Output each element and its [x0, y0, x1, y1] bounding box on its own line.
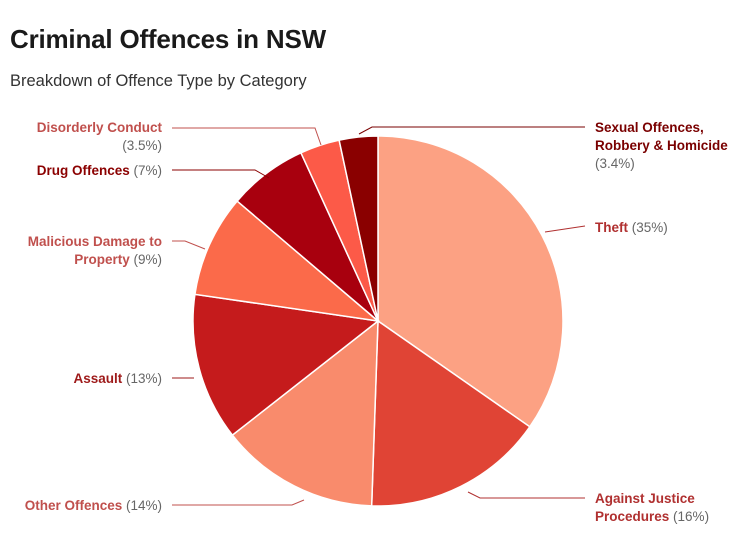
slice-label: Malicious Damage to Property (9%) — [28, 234, 162, 267]
leader-line — [467, 491, 585, 499]
slice-percent: (3.5%) — [122, 138, 162, 153]
leader-line — [172, 169, 270, 179]
chart-subtitle: Breakdown of Offence Type by Category — [10, 72, 307, 90]
slice-name: Malicious Damage to — [28, 234, 162, 249]
slice-name: Drug Offences — [37, 163, 130, 178]
slice-label: Against Justice Procedures (16%) — [595, 491, 709, 524]
slice-name: Property — [74, 252, 130, 267]
slice-label: Disorderly Conduct (3.5%) — [37, 120, 163, 153]
leader-line — [172, 127, 322, 146]
slice-percent: (35%) — [628, 220, 668, 235]
pie-slice-sexual-offences-robbery-homicide — [338, 135, 379, 322]
slice-percent: (7%) — [130, 163, 162, 178]
leader-lines — [172, 126, 586, 506]
pie-slice-against-justice-procedures — [370, 319, 531, 507]
slice-percent: (16%) — [669, 509, 709, 524]
pie-slice-assault — [192, 293, 380, 437]
slice-labels: Theft (35%) Against Justice Procedures (16… — [25, 120, 729, 524]
slice-name: Robbery & Homicide — [595, 138, 728, 153]
slice-name: Assault — [73, 371, 122, 386]
leader-line — [172, 240, 206, 250]
slice-label: Theft (35%) — [595, 220, 668, 235]
slice-label: Other Offences (14%) — [25, 498, 162, 513]
slice-percent: (14%) — [122, 498, 162, 513]
slice-label: Drug Offences (7%) — [37, 163, 162, 178]
slice-name: Other Offences — [25, 498, 123, 513]
slice-name: Against Justice — [595, 491, 695, 506]
slice-name: Disorderly Conduct — [37, 120, 163, 135]
slice-label: Assault (13%) — [73, 371, 162, 386]
chart-title: Criminal Offences in NSW — [10, 24, 326, 54]
slice-name: Theft — [595, 220, 628, 235]
slice-label: Sexual Offences, Robbery & Homicide (3.4%) — [595, 120, 728, 171]
slice-name: Procedures — [595, 509, 669, 524]
pie-slice-theft — [377, 135, 564, 428]
slice-percent: (13%) — [122, 371, 162, 386]
slice-name: Sexual Offences, — [595, 120, 704, 135]
pie-slices — [192, 135, 564, 507]
leader-line — [544, 225, 586, 233]
leader-line — [172, 499, 305, 506]
pie-slice-malicious-damage-to-property — [194, 200, 381, 323]
leader-line — [358, 126, 585, 135]
slice-percent: (9%) — [130, 252, 162, 267]
slice-percent: (3.4%) — [595, 156, 635, 171]
pie-slice-other-offences — [231, 319, 379, 507]
